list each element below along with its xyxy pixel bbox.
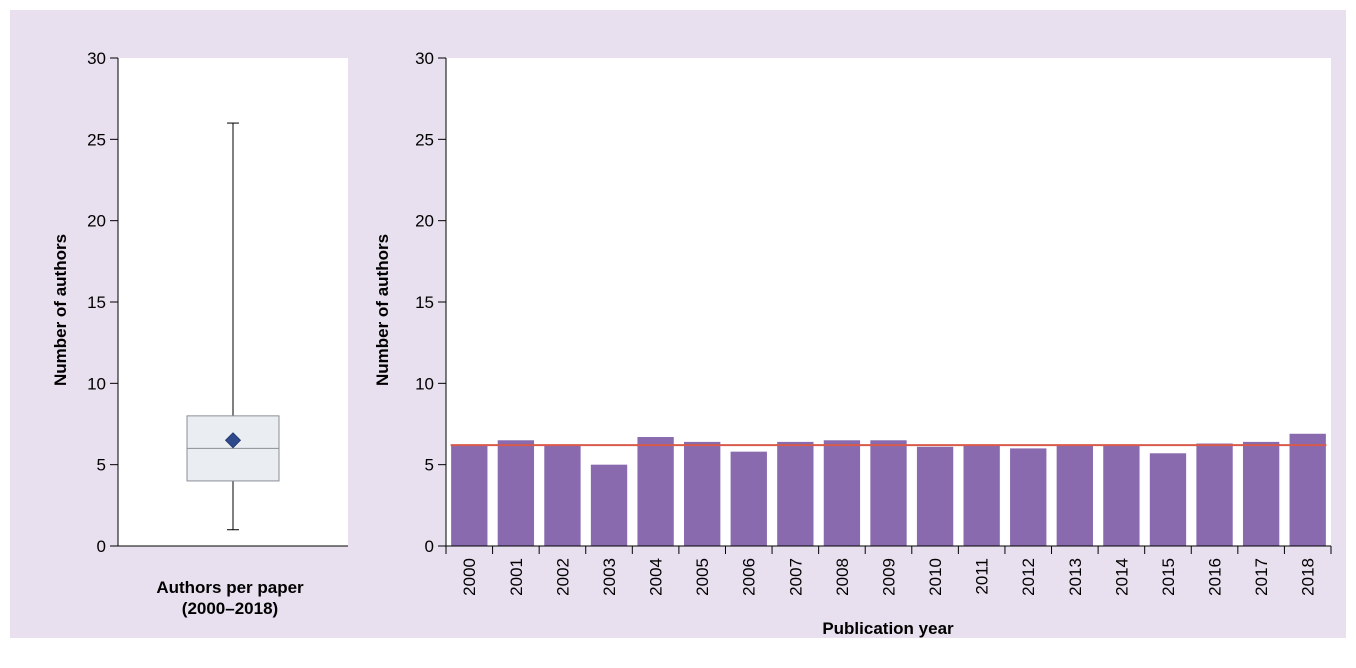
boxplot-y-axis-title: Number of authors	[51, 234, 70, 386]
bar-x-tick-label: 2006	[740, 558, 759, 596]
bar-x-tick-label: 2017	[1252, 558, 1271, 596]
bar-2012	[1010, 448, 1047, 546]
bar-y-axis: 0 5 10 15 20 25 30	[415, 49, 447, 556]
boxplot-mean-marker	[224, 432, 242, 449]
bar-2016	[1196, 443, 1233, 546]
boxplot-y-tick-label: 0	[97, 537, 106, 556]
boxplot-x-axis-title-line1: Authors per paper	[156, 578, 304, 597]
bar-2001	[497, 440, 535, 546]
bar-y-tick-label: 0	[425, 537, 434, 556]
bar-x-axis-title: Publication year	[822, 619, 954, 638]
bar-x-axis: 2000 2001 2002 2003 2004 2005 2006 2007 2008 2009…	[445, 545, 1332, 596]
charts-canvas: 0 5 10 15 20 25 30 Number of authors Authors p…	[51, 49, 1332, 638]
bar-2000	[451, 445, 488, 546]
boxplot-marks	[186, 122, 280, 531]
bar-y-tick-label: 15	[415, 293, 434, 312]
bar-y-tick-label: 5	[425, 456, 434, 475]
bar-x-tick-label: 2016	[1206, 558, 1225, 596]
bar-2004	[637, 437, 674, 546]
boxplot-y-tick-label: 10	[87, 374, 106, 393]
bar-x-tick-label: 2012	[1019, 558, 1038, 596]
bar-y-tick-label: 30	[415, 49, 434, 68]
bar-y-tick-label: 10	[415, 374, 434, 393]
bar-2013	[1056, 445, 1093, 546]
bar-2017	[1242, 441, 1280, 546]
bar-y-axis-title: Number of authors	[373, 234, 392, 386]
bar-2005	[684, 441, 721, 546]
bar-2015	[1149, 453, 1187, 546]
bar-x-tick-label: 2003	[600, 558, 619, 596]
bar-x-tick-label: 2007	[786, 558, 805, 596]
boxplot-x-axis-title-line2: (2000–2018)	[182, 599, 278, 618]
bar-x-tick-label: 2015	[1159, 558, 1178, 596]
boxplot-y-tick-label: 30	[87, 49, 106, 68]
bar-x-tick-label: 2014	[1112, 558, 1131, 596]
bar-x-tick-label: 2018	[1299, 558, 1318, 596]
bar-2002	[544, 445, 581, 546]
boxplot-y-tick-label: 5	[97, 456, 106, 475]
bar-2003	[590, 464, 628, 546]
bar-series	[451, 433, 1326, 546]
boxplot-y-axis: 0 5 10 15 20 25 30	[87, 49, 348, 556]
bar-x-tick-label: 2011	[973, 558, 992, 595]
bar-x-tick-label: 2005	[693, 558, 712, 596]
bar-x-tick-label: 2002	[553, 558, 572, 596]
bar-x-tick-label: 2009	[879, 558, 898, 596]
bar-2008	[823, 440, 861, 546]
bar-x-tick-label: 2013	[1066, 558, 1085, 596]
bar-x-tick-label: 2004	[647, 558, 666, 596]
boxplot-y-tick-label: 25	[87, 130, 106, 149]
bar-2009	[870, 440, 907, 546]
bar-2010	[916, 446, 954, 546]
bar-y-tick-label: 20	[415, 212, 434, 231]
boxplot-chart: 0 5 10 15 20 25 30 Number of authors Authors p…	[51, 49, 348, 618]
bar-2007	[777, 441, 814, 546]
boxplot-y-tick-label: 20	[87, 212, 106, 231]
bar-x-tick-label: 2001	[507, 558, 526, 596]
bar-2014	[1103, 445, 1140, 546]
bar-2006	[730, 451, 767, 546]
bar-x-tick-label: 2008	[833, 558, 852, 596]
bar-y-tick-label: 25	[415, 130, 434, 149]
bar-2018	[1289, 433, 1326, 546]
bar-x-tick-label: 2000	[460, 558, 479, 596]
figure: 0 5 10 15 20 25 30 Number of authors Authors p…	[10, 10, 1346, 638]
boxplot-y-tick-label: 15	[87, 293, 106, 312]
bar-2011	[963, 445, 1000, 546]
bar-x-tick-label: 2010	[926, 558, 945, 596]
